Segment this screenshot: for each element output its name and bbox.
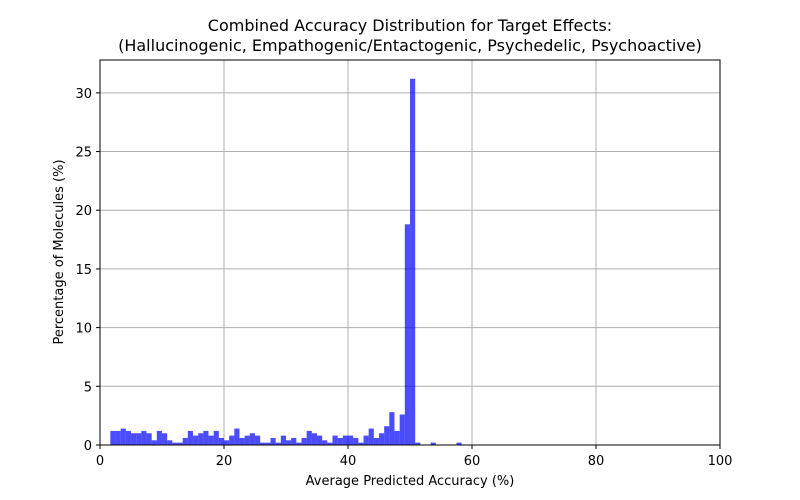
histogram-bar (301, 437, 307, 445)
histogram-bar (208, 435, 214, 445)
histogram-bar (198, 433, 204, 445)
histogram-bar (296, 442, 302, 445)
histogram-bar (389, 412, 395, 445)
histogram-bar (327, 442, 333, 445)
y-tick-label: 15 (75, 263, 92, 278)
histogram-bar (193, 435, 199, 445)
y-tick-label: 5 (84, 380, 92, 395)
histogram-bar (373, 437, 379, 445)
histogram-bar (379, 433, 385, 445)
histogram-bar (177, 442, 183, 445)
histogram-bar (110, 430, 116, 445)
histogram-bar (306, 430, 312, 445)
histogram-bar (348, 435, 354, 445)
histogram-bar (213, 430, 219, 445)
histogram-bar (368, 428, 374, 445)
chart-title: Combined Accuracy Distribution for Targe… (208, 16, 612, 35)
histogram-bar (162, 433, 168, 445)
x-tick-label: 20 (216, 454, 233, 469)
histogram-bar (286, 440, 292, 445)
histogram-bar (218, 437, 224, 445)
histogram-bar (275, 442, 281, 445)
histogram-bar (399, 414, 405, 445)
histogram-bar (456, 442, 462, 445)
y-axis-label: Percentage of Molecules (%) (52, 159, 67, 344)
histogram-bar (125, 430, 131, 445)
histogram-bar (239, 437, 245, 445)
histogram-bar (244, 435, 250, 445)
grid-lines (100, 60, 720, 445)
histogram-bar (141, 430, 147, 445)
histogram-bar (249, 433, 255, 445)
chart-subtitle: (Hallucinogenic, Empathogenic/Entactogen… (118, 36, 702, 55)
histogram-bar (311, 433, 317, 445)
histogram-bar (394, 430, 400, 445)
y-axis-ticks: 0 5 10 15 20 25 30 (75, 87, 100, 454)
histogram-bar (404, 224, 410, 445)
histogram-bar (234, 428, 240, 445)
x-tick-label: 0 (96, 454, 104, 469)
histogram-bar (187, 430, 193, 445)
histogram-bar (229, 435, 235, 445)
histogram-bar (270, 437, 276, 445)
histogram-bar (131, 433, 137, 445)
y-tick-label: 10 (75, 322, 92, 337)
histogram-bar (260, 442, 266, 445)
histogram-bar (224, 440, 230, 445)
x-axis-ticks: 0 20 40 60 80 100 (96, 445, 733, 469)
histogram-bar (120, 428, 126, 445)
histogram-bar (332, 435, 338, 445)
histogram-bar (358, 442, 364, 445)
histogram-bar (265, 442, 271, 445)
histogram-bar (291, 437, 297, 445)
x-tick-label: 60 (464, 454, 481, 469)
histogram-bar (337, 437, 343, 445)
histogram-bar (255, 435, 261, 445)
histogram-bar (384, 426, 390, 445)
histogram-bar (203, 430, 209, 445)
histogram-bar (115, 430, 121, 445)
histogram-bar (430, 442, 436, 445)
histogram-bar (342, 435, 348, 445)
histogram-bar (172, 442, 178, 445)
histogram-bar (353, 437, 359, 445)
histogram-bar (363, 435, 369, 445)
y-tick-label: 25 (75, 146, 92, 161)
y-tick-label: 20 (75, 204, 92, 219)
x-tick-label: 100 (708, 454, 733, 469)
histogram-bar (317, 435, 323, 445)
y-tick-label: 0 (84, 439, 92, 454)
histogram-bar (182, 437, 188, 445)
plot-frame (99, 59, 721, 446)
histogram-bar (280, 435, 286, 445)
y-tick-label: 30 (75, 87, 92, 102)
x-tick-label: 40 (340, 454, 357, 469)
histogram-bar (410, 78, 416, 445)
x-axis-label: Average Predicted Accuracy (%) (306, 474, 515, 489)
histogram-bar (151, 440, 157, 445)
histogram-bar (167, 440, 173, 445)
histogram-bar (156, 430, 162, 445)
histogram-bar (415, 442, 421, 445)
histogram-bars (110, 78, 462, 445)
histogram-bar (322, 440, 328, 445)
histogram-bar (146, 433, 152, 445)
histogram-bar (136, 433, 142, 445)
x-tick-label: 80 (588, 454, 605, 469)
